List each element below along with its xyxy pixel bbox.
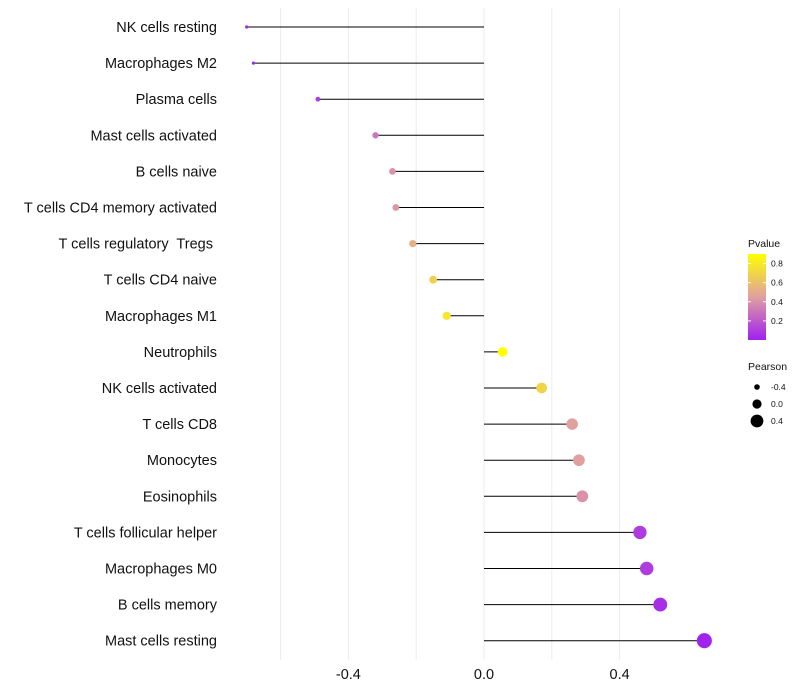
data-point: [497, 347, 508, 357]
data-point: [442, 311, 451, 320]
x-tick-label: 0.0: [474, 667, 494, 683]
pearson-legend-title: Pearson: [748, 361, 787, 373]
y-tick-label: Monocytes: [147, 453, 217, 469]
data-point: [245, 25, 249, 29]
y-tick-label: NK cells activated: [102, 381, 217, 397]
pvalue-colorbar-ticks: 0.8 0.6 0.4 0.2: [748, 259, 783, 326]
y-tick-label: Plasma cells: [136, 92, 217, 108]
y-tick-label: T cells regulatory Tregs: [59, 237, 218, 253]
y-tick-label: NK cells resting: [116, 20, 217, 36]
data-point: [389, 168, 396, 175]
data-point: [653, 597, 668, 612]
x-axis-tick-labels: -0.4 0.0 0.4: [336, 667, 630, 683]
size-legend-dot: [754, 384, 760, 390]
y-axis-labels: NK cells resting Macrophages M2 Plasma cel…: [24, 20, 218, 650]
data-point: [251, 61, 256, 65]
y-tick-label: Macrophages M1: [105, 309, 217, 325]
pearson-legend: Pearson -0.4 0.0 0.4: [748, 361, 787, 428]
y-tick-label: Mast cells resting: [105, 634, 217, 650]
size-legend-label: 0.0: [771, 399, 783, 409]
data-point: [639, 561, 654, 576]
data-point: [536, 382, 547, 394]
size-legend-dot: [750, 414, 764, 428]
colorbar-tick-label: 0.4: [771, 297, 783, 307]
data-point: [633, 525, 647, 540]
data-point: [392, 204, 400, 211]
colorbar-tick-label: 0.8: [771, 259, 783, 269]
data-point: [696, 633, 712, 649]
data-point: [573, 454, 585, 467]
size-legend-label: 0.4: [771, 416, 783, 426]
data-point: [566, 418, 578, 430]
pvalue-legend: Pvalue 0.8 0.6 0.4 0.2: [748, 238, 783, 340]
y-tick-label: B cells memory: [118, 598, 218, 614]
y-tick-label: Neutrophils: [144, 345, 217, 361]
y-tick-label: Eosinophils: [143, 489, 217, 505]
data-point: [372, 132, 379, 139]
y-tick-label: T cells follicular helper: [74, 525, 217, 541]
x-tick-label: 0.4: [610, 667, 630, 683]
colorbar-tick-label: 0.2: [771, 316, 783, 326]
colorbar-tick-label: 0.6: [771, 278, 783, 288]
y-tick-label: Macrophages M2: [105, 56, 217, 72]
y-tick-label: Mast cells activated: [90, 128, 217, 144]
data-point: [409, 239, 417, 248]
y-tick-label: B cells naive: [136, 164, 217, 180]
x-tick-label: -0.4: [336, 667, 361, 683]
y-tick-label: T cells CD4 naive: [104, 273, 217, 289]
data-point: [576, 490, 589, 503]
y-tick-label: T cells CD4 memory activated: [24, 201, 217, 217]
y-tick-label: T cells CD8: [142, 417, 217, 433]
size-legend-dot: [752, 399, 762, 409]
data-point: [315, 96, 321, 102]
grid-lines: [280, 8, 621, 660]
size-legend-label: -0.4: [771, 382, 786, 392]
pvalue-colorbar: [748, 254, 766, 340]
pvalue-legend-title: Pvalue: [748, 238, 780, 250]
data-point: [429, 275, 438, 284]
stems: [246, 26, 705, 642]
dots: [245, 25, 712, 649]
y-tick-label: Macrophages M0: [105, 562, 217, 578]
pearson-legend-items: -0.4 0.0 0.4: [750, 382, 786, 428]
